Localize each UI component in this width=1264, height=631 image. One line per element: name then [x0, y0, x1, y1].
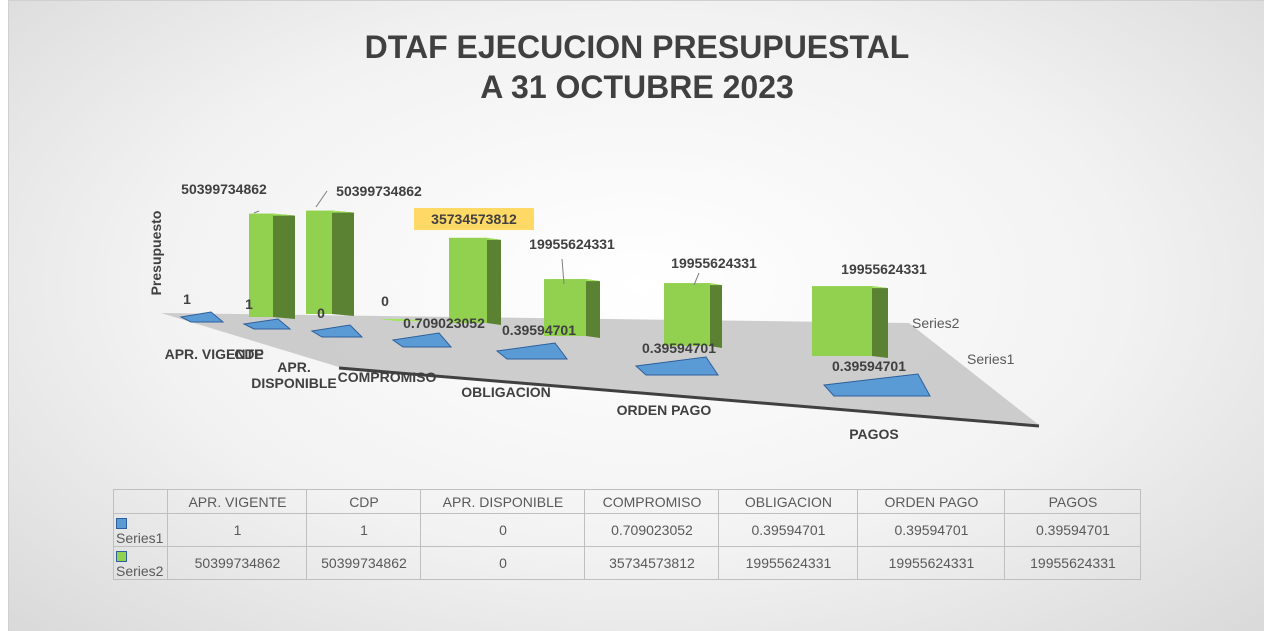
table-cell: 35734573812	[584, 546, 720, 580]
x-tick-label: CDP	[234, 346, 264, 362]
table-row: Series2 50399734862 50399734862 0 3573457381…	[112, 546, 1142, 580]
data-label: 50399734862	[336, 183, 422, 199]
bar-side	[872, 286, 888, 358]
legend-key	[116, 517, 127, 529]
floor-edge	[338, 366, 1040, 428]
data-label: 1	[183, 291, 191, 307]
chart-title: DTAF EJECUCION PRESUPUESTAL A 31 OCTUBRE …	[9, 27, 1264, 107]
table-legend-cell: Series1	[112, 513, 169, 547]
table-cell: 1	[306, 513, 422, 547]
table-cell: 0.39594701	[857, 513, 1006, 547]
table-cell: 1	[167, 513, 308, 547]
data-label: 19955624331	[841, 261, 927, 277]
table-cell: 50399734862	[306, 546, 422, 580]
table-cell: 19955624331	[857, 546, 1006, 580]
table-header-cell: ORDEN PAGO	[857, 489, 1006, 514]
bar	[391, 332, 453, 348]
bar-side	[332, 210, 354, 316]
bar	[449, 237, 487, 323]
table-header-cell: CDP	[306, 489, 422, 514]
legend-label: Series1	[116, 530, 164, 546]
data-label: 0.39594701	[642, 340, 716, 356]
data-table: APR. VIGENTE CDP APR. DISPONIBLE COMPROMISO…	[112, 489, 1142, 580]
bar-side	[586, 279, 600, 338]
table-cell: 0	[420, 513, 586, 547]
x-tick-label: APR. VIGENTE	[164, 346, 264, 362]
table-header-cell: COMPROMISO	[584, 489, 720, 514]
data-label: 0	[381, 293, 389, 309]
data-label: 1	[245, 296, 253, 312]
bar	[634, 356, 719, 376]
data-label: 19955624331	[529, 236, 615, 252]
bar	[310, 324, 364, 338]
x-tick-label: ORDEN PAGO	[616, 402, 712, 418]
bar	[544, 279, 586, 336]
table-header-row: APR. VIGENTE CDP APR. DISPONIBLE COMPROMISO…	[112, 489, 1142, 514]
x-tick-label: APR. DISPONIBLE	[251, 359, 337, 391]
chart-frame: DTAF EJECUCION PRESUPUESTAL A 31 OCTUBRE …	[8, 0, 1264, 631]
x-tick-label: PAGOS	[849, 426, 899, 442]
data-label: 0.709023052	[403, 315, 485, 331]
y-axis-label: Presupuesto	[148, 211, 164, 296]
series-axis-label: Series1	[967, 351, 1015, 367]
data-label: 19955624331	[671, 255, 757, 271]
data-label: 0.39594701	[832, 358, 906, 374]
legend-label: Series2	[116, 563, 164, 579]
x-tick-label: OBLIGACION	[461, 384, 551, 400]
table-row: Series1 1 1 0 0.709023052 0.39594701 0.3959470…	[112, 513, 1142, 547]
chart-title-line: A 31 OCTUBRE 2023	[480, 69, 794, 105]
bar	[249, 213, 273, 317]
leader-line	[315, 190, 328, 208]
legend-key	[116, 550, 127, 562]
bar	[812, 286, 872, 356]
bar-side	[487, 237, 501, 325]
data-label: 35734573812	[431, 211, 517, 227]
bar	[242, 318, 292, 330]
label-highlight	[414, 208, 534, 230]
table-cell: 0.39594701	[1004, 513, 1142, 547]
table-cell: 0	[420, 546, 586, 580]
series-axis-label: Series2	[912, 315, 960, 331]
x-tick-label: COMPROMISO	[337, 369, 437, 385]
table-header-cell: PAGOS	[1004, 489, 1142, 514]
bar	[306, 210, 332, 314]
bar-side	[710, 283, 722, 348]
table-header-cell: OBLIGACION	[718, 489, 859, 514]
chart-title-line: DTAF EJECUCION PRESUPUESTAL	[364, 29, 910, 65]
leader-line	[253, 210, 260, 214]
bar-top	[379, 319, 425, 321]
table-cell: 0.39594701	[718, 513, 859, 547]
table-legend-cell: Series2	[112, 546, 169, 580]
bar-side	[273, 213, 295, 319]
bar	[495, 342, 568, 360]
table-cell: 50399734862	[167, 546, 308, 580]
data-label: 0.39594701	[502, 322, 576, 338]
table-header-cell: APR. DISPONIBLE	[420, 489, 586, 514]
bar	[664, 283, 710, 346]
table-header-cell: APR. VIGENTE	[167, 489, 308, 514]
table-cell: 19955624331	[718, 546, 859, 580]
bar	[179, 311, 225, 323]
data-label: 50399734862	[181, 181, 267, 197]
bar	[822, 373, 931, 397]
plot: Presupuesto 50399734862 50399734862 0 35734…	[148, 181, 1040, 428]
table-cell: 0.709023052	[584, 513, 720, 547]
data-label: 0	[317, 305, 325, 321]
table-corner	[112, 489, 169, 514]
leader-line	[693, 272, 700, 286]
table-cell: 19955624331	[1004, 546, 1142, 580]
leader-line	[561, 258, 565, 285]
